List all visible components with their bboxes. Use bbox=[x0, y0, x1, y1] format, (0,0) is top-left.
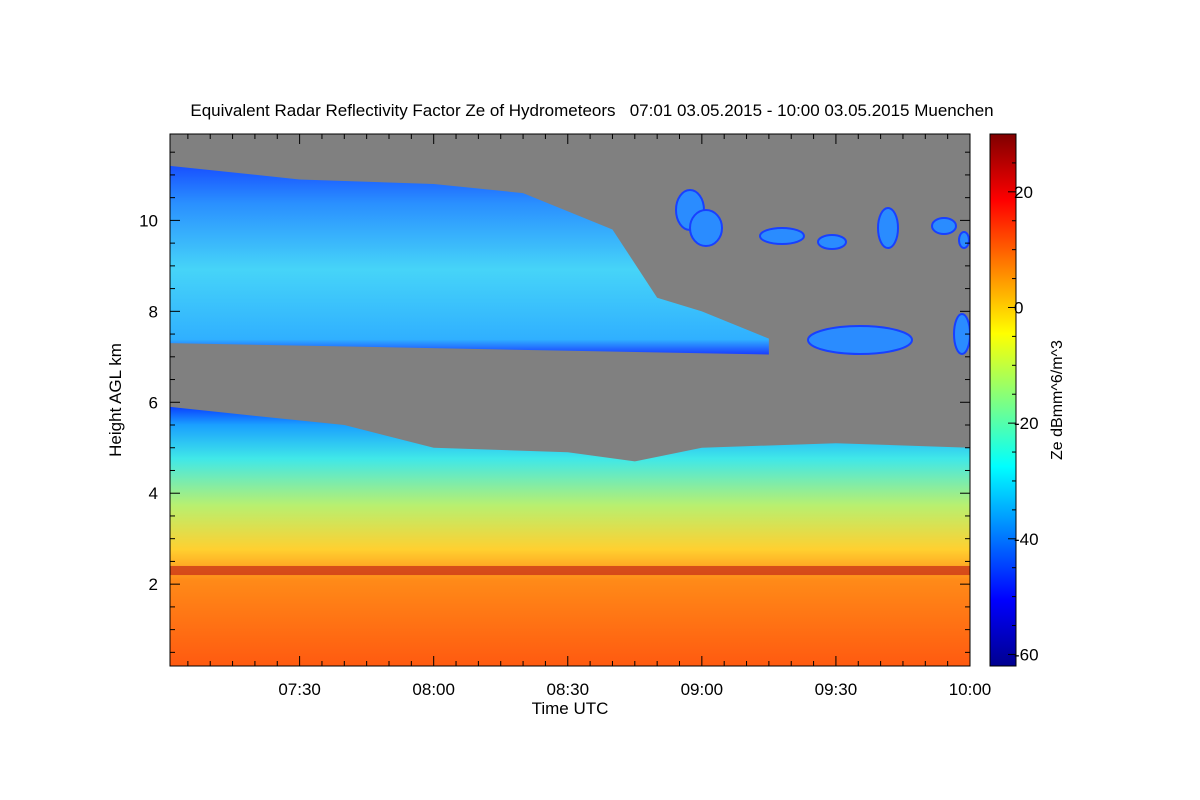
cloud-fragment bbox=[931, 217, 957, 235]
melting-layer-band bbox=[170, 565, 970, 576]
colorbar-label: Ze dBmm^6/m^3 bbox=[1049, 340, 1066, 460]
lower-precipitation-layer bbox=[170, 406, 970, 666]
plot-area bbox=[170, 134, 970, 666]
y-tick-label: 6 bbox=[149, 393, 158, 412]
x-tick-label: 10:00 bbox=[949, 680, 992, 699]
colorbar-tick-label: -40 bbox=[1014, 530, 1039, 549]
colorbar-tick-label: 20 bbox=[1014, 183, 1033, 202]
y-tick-label: 4 bbox=[149, 484, 158, 503]
cloud-fragment bbox=[807, 325, 913, 355]
x-tick-label: 08:30 bbox=[546, 680, 589, 699]
colorbar-tick-label: -60 bbox=[1014, 645, 1039, 664]
cloud-fragment bbox=[877, 207, 899, 249]
cloud-fragment bbox=[953, 313, 970, 355]
x-axis-label: Time UTC bbox=[532, 699, 609, 718]
chart-title: Equivalent Radar Reflectivity Factor Ze … bbox=[190, 101, 993, 120]
y-tick-label: 10 bbox=[139, 211, 158, 230]
x-tick-label: 07:30 bbox=[278, 680, 321, 699]
cloud-fragments bbox=[675, 189, 970, 355]
cloud-fragment bbox=[689, 209, 723, 247]
upper-ice-cloud-layer bbox=[170, 165, 769, 355]
y-axis-label: Height AGL km bbox=[106, 343, 125, 457]
colorbar-tick-label: 0 bbox=[1014, 298, 1023, 317]
colorbar-axis: 20 0 -20 -40 -60 bbox=[1008, 133, 1039, 664]
x-axis: 07:30 08:00 08:30 09:00 09:30 10:00 bbox=[187, 134, 992, 699]
cloud-fragment bbox=[958, 231, 970, 249]
colorbar bbox=[989, 133, 1017, 667]
cloud-fragment bbox=[817, 234, 847, 250]
y-axis: 2 4 6 8 10 bbox=[139, 151, 970, 653]
x-tick-label: 09:30 bbox=[815, 680, 858, 699]
x-tick-label: 08:00 bbox=[412, 680, 455, 699]
colorbar-tick-label: -20 bbox=[1014, 414, 1039, 433]
y-tick-label: 8 bbox=[149, 302, 158, 321]
y-tick-label: 2 bbox=[149, 575, 158, 594]
x-tick-label: 09:00 bbox=[681, 680, 724, 699]
cloud-fragment bbox=[759, 227, 805, 245]
plot-frame bbox=[169, 133, 971, 667]
